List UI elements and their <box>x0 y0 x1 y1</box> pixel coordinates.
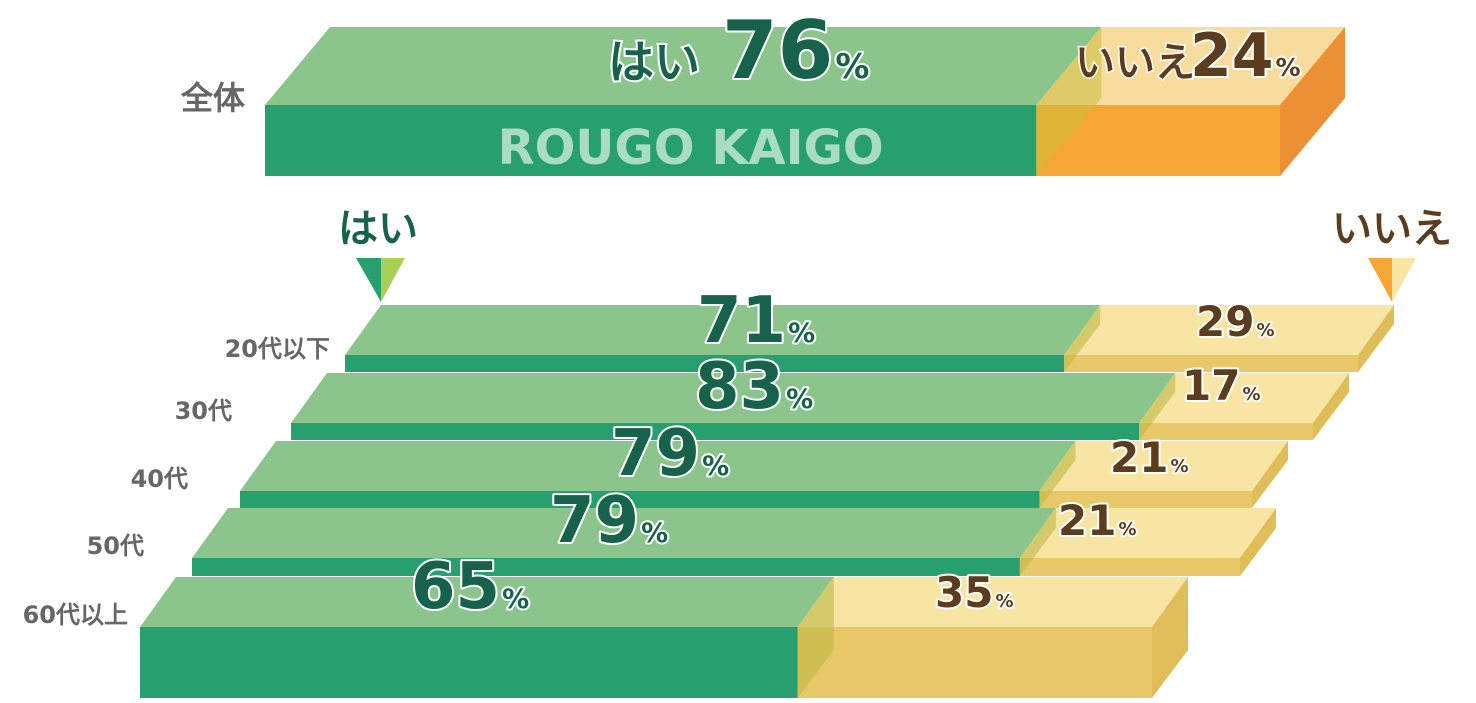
age-no-bar <box>1064 355 1358 372</box>
overall-no-label: いいえ <box>1075 40 1195 86</box>
age-no-percent-unit: % <box>1242 384 1260 405</box>
age-no-side <box>1252 441 1288 508</box>
age-yes-percent-value: 65 <box>411 550 500 624</box>
age-no-percent-value: 21 <box>1058 496 1116 545</box>
age-no-side <box>1152 577 1188 698</box>
age-yes-percent: 65% <box>411 550 529 624</box>
age-bar-group: 30代 83% 17% <box>175 348 1349 440</box>
legend-no-arrow-icon <box>1368 258 1392 302</box>
overall-category-label: 全体 <box>180 79 245 117</box>
legend-no-arrow-icon-right <box>1392 258 1416 302</box>
age-yes-percent: 79% <box>611 417 729 491</box>
age-yes-percent: 71% <box>697 284 815 358</box>
age-split-wedge <box>797 577 834 698</box>
overall-yes-percent-unit: % <box>835 47 869 87</box>
overall-no-side <box>1280 27 1345 176</box>
age-split-wedge <box>1139 373 1176 440</box>
overall-no-percent-value: 24 <box>1190 21 1274 91</box>
age-yes-bar <box>240 491 1040 508</box>
age-yes-percent: 83% <box>695 350 813 424</box>
age-category-label: 40代 <box>131 465 188 493</box>
age-yes-bar <box>291 423 1140 440</box>
legend-yes-label: はい <box>338 206 418 252</box>
age-bar-group: 40代 79% 21% <box>131 415 1288 508</box>
overall-yes-label: はい <box>608 35 700 89</box>
age-no-percent: 29% <box>1196 297 1275 346</box>
age-no-top <box>1064 305 1394 355</box>
age-yes-percent-value: 83 <box>695 350 784 424</box>
age-bar-group: 60代以上 65% 35% <box>23 548 1188 698</box>
age-no-percent-unit: % <box>1170 456 1188 477</box>
overall-yes-percent: 76% <box>722 4 869 97</box>
legend-yes-arrow-icon <box>356 258 381 302</box>
age-yes-percent-unit: % <box>786 384 813 415</box>
age-yes-top <box>240 441 1076 491</box>
age-no-percent-value: 21 <box>1110 433 1168 482</box>
overall-yes-top <box>265 27 1102 105</box>
overall-split-wedge <box>1036 27 1102 176</box>
age-no-bar <box>1019 558 1240 576</box>
age-yes-percent-unit: % <box>641 518 668 549</box>
age-no-side <box>1313 373 1349 440</box>
age-no-percent-value: 29 <box>1196 297 1254 346</box>
age-yes-percent-value: 79 <box>611 417 700 491</box>
age-yes-percent-value: 79 <box>550 484 639 558</box>
age-no-top <box>797 577 1188 627</box>
age-yes-bar <box>345 355 1065 372</box>
age-category-label: 50代 <box>87 532 144 560</box>
age-no-percent: 21% <box>1058 496 1137 545</box>
overall-no-percent: 24% <box>1190 21 1301 91</box>
age-yes-percent-unit: % <box>702 451 729 482</box>
age-no-top <box>1039 441 1288 491</box>
age-yes-bar <box>192 558 1020 576</box>
overall-yes-percent-value: 76 <box>722 4 833 97</box>
age-bar-group: 20代以下 71% 29% <box>225 282 1394 372</box>
age-no-percent: 35% <box>935 568 1014 617</box>
age-yes-percent-unit: % <box>788 318 815 349</box>
age-yes-percent-value: 71 <box>697 284 786 358</box>
age-split-wedge <box>1064 305 1101 372</box>
legend-no-label: いいえ <box>1332 206 1452 252</box>
age-no-percent-value: 17 <box>1182 361 1240 410</box>
age-category-label: 60代以上 <box>23 601 128 629</box>
age-no-bar <box>797 627 1152 698</box>
age-no-top <box>1019 508 1276 558</box>
legend-yes-arrow-icon-right <box>381 258 405 302</box>
age-yes-percent-unit: % <box>502 584 529 615</box>
age-category-label: 20代以下 <box>225 335 330 363</box>
age-no-bar <box>1039 491 1252 508</box>
overall-yes-bar <box>265 105 1037 176</box>
age-no-percent-value: 35 <box>935 568 993 617</box>
age-yes-bar <box>140 627 798 698</box>
age-no-percent-unit: % <box>995 591 1013 612</box>
overall-no-top <box>1036 27 1345 105</box>
age-no-side <box>1240 508 1276 576</box>
overall-no-percent-unit: % <box>1276 53 1301 82</box>
age-no-percent-unit: % <box>1118 519 1136 540</box>
watermark-text: ROUGO KAIGO <box>498 120 884 176</box>
age-category-label: 30代 <box>175 397 232 425</box>
age-yes-top <box>291 373 1176 423</box>
age-yes-top <box>140 577 834 627</box>
age-no-side <box>1358 305 1394 372</box>
age-split-wedge <box>1019 508 1056 576</box>
overall-no-bar <box>1036 105 1280 176</box>
age-yes-percent: 79% <box>550 484 668 558</box>
age-no-bar <box>1139 423 1313 440</box>
age-no-percent: 21% <box>1110 433 1189 482</box>
age-no-percent-unit: % <box>1256 320 1274 341</box>
age-no-top <box>1139 373 1349 423</box>
age-bar-group: 50代 79% 21% <box>87 482 1276 576</box>
age-no-percent: 17% <box>1182 361 1261 410</box>
age-yes-top <box>345 305 1101 355</box>
age-yes-top <box>192 508 1056 558</box>
age-split-wedge <box>1039 441 1076 508</box>
